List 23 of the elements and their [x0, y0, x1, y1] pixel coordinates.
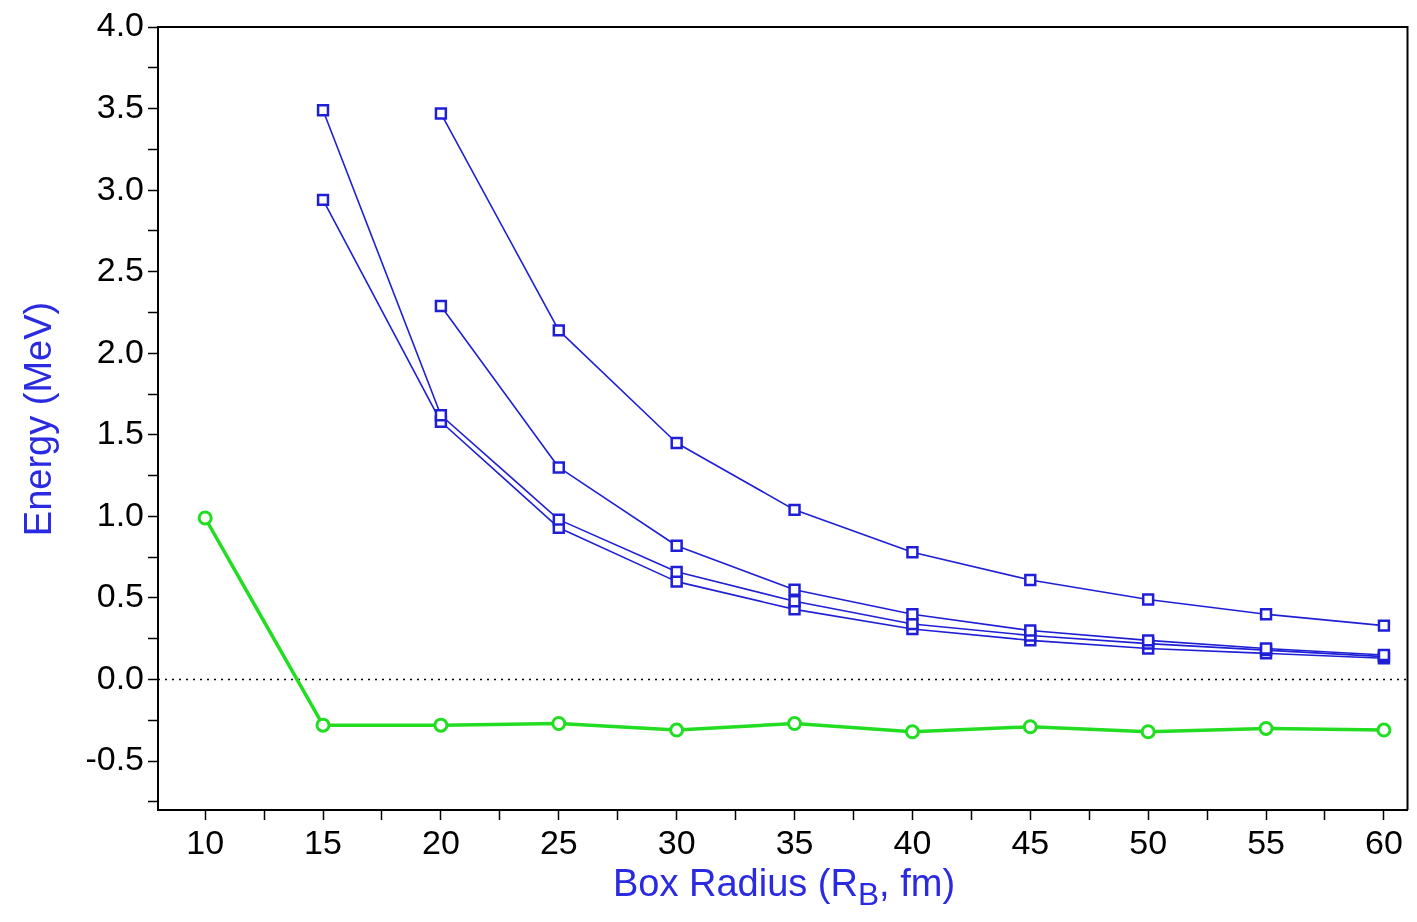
y-tick-label: 2.5 [96, 250, 144, 289]
x-tick-label: 45 [1011, 822, 1050, 861]
x-tick-label: 30 [657, 822, 696, 861]
x-tick-label: 20 [421, 822, 460, 861]
x-tick-label: 50 [1129, 822, 1168, 861]
y-tick-label: 1.0 [96, 494, 144, 533]
x-tick-label: 60 [1365, 822, 1403, 861]
x-tick-label: 25 [539, 822, 578, 861]
x-axis-title: Box Radius (R$_{B}$, fm) [611, 861, 957, 914]
x-tick-label: 40 [893, 822, 932, 861]
y-tick-label: 3.5 [96, 86, 144, 125]
y-tick-label: 0.0 [96, 657, 144, 696]
y-axis-title: Energy (MeV) [16, 301, 60, 536]
y-tick-label: 2.0 [96, 331, 144, 370]
x-tick-label: 55 [1247, 822, 1285, 861]
y-tick-label: -0.5 [85, 739, 144, 778]
y-tick-label: 4.0 [96, 5, 144, 44]
x-tick-label: 10 [186, 822, 225, 861]
y-tick-label: 1.5 [96, 413, 144, 452]
y-tick-label: 0.5 [96, 576, 144, 615]
x-tick-label: 35 [775, 822, 814, 861]
y-tick-label: 3.0 [96, 168, 144, 207]
x-tick-label: 15 [304, 822, 342, 861]
